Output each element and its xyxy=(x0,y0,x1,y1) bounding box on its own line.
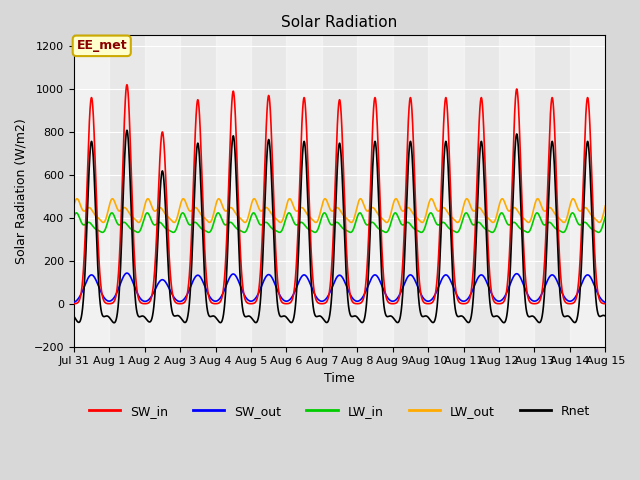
LW_in xyxy=(459,218,467,224)
LW_out xyxy=(573,202,580,208)
LW_out xyxy=(251,196,259,202)
LW_out xyxy=(241,219,249,225)
SW_out xyxy=(251,297,259,302)
SW_out xyxy=(579,277,587,283)
LW_in xyxy=(214,210,222,216)
LW_out xyxy=(459,208,467,214)
LW_out xyxy=(474,205,481,211)
Title: Solar Radiation: Solar Radiation xyxy=(282,15,397,30)
Legend: SW_in, SW_out, LW_in, LW_out, Rnet: SW_in, SW_out, LW_in, LW_out, Rnet xyxy=(84,400,595,423)
Text: EE_met: EE_met xyxy=(76,39,127,52)
LW_out xyxy=(321,196,329,202)
X-axis label: Time: Time xyxy=(324,372,355,385)
Line: LW_out: LW_out xyxy=(74,199,605,222)
LW_in xyxy=(170,229,177,235)
LW_out xyxy=(579,206,587,212)
Bar xyxy=(570,36,605,347)
Rnet xyxy=(110,320,118,325)
LW_in xyxy=(573,217,580,223)
SW_in xyxy=(70,301,77,307)
Rnet xyxy=(474,204,481,209)
LW_in xyxy=(251,211,259,216)
SW_out xyxy=(474,276,481,282)
Line: Rnet: Rnet xyxy=(74,130,605,323)
SW_in xyxy=(251,300,259,306)
Line: LW_in: LW_in xyxy=(74,213,605,232)
Bar xyxy=(286,36,322,347)
Rnet xyxy=(602,313,609,319)
Line: SW_in: SW_in xyxy=(74,85,605,304)
Rnet xyxy=(322,319,330,325)
Rnet xyxy=(70,313,77,319)
Bar xyxy=(499,36,534,347)
LW_in xyxy=(322,211,330,216)
SW_in xyxy=(123,82,131,88)
SW_out xyxy=(321,297,329,302)
SW_in xyxy=(458,301,466,307)
Bar xyxy=(357,36,393,347)
SW_out xyxy=(573,292,580,298)
SW_out xyxy=(602,300,609,305)
Bar xyxy=(428,36,463,347)
Bar xyxy=(216,36,251,347)
LW_out xyxy=(70,203,77,209)
SW_in xyxy=(474,167,481,172)
Line: SW_out: SW_out xyxy=(74,273,605,302)
SW_out xyxy=(123,270,131,276)
SW_in xyxy=(579,185,587,191)
SW_in xyxy=(573,294,580,300)
Y-axis label: Solar Radiation (W/m2): Solar Radiation (W/m2) xyxy=(15,118,28,264)
LW_out xyxy=(602,203,609,209)
SW_in xyxy=(602,301,609,307)
Rnet xyxy=(459,313,467,319)
LW_in xyxy=(579,220,587,226)
Rnet xyxy=(579,221,587,227)
Rnet xyxy=(251,319,259,325)
Rnet xyxy=(123,127,131,133)
LW_out xyxy=(356,196,364,202)
LW_in xyxy=(474,220,481,226)
SW_in xyxy=(321,300,329,306)
SW_out xyxy=(70,300,77,305)
SW_out xyxy=(458,298,466,304)
LW_in xyxy=(70,214,77,220)
Rnet xyxy=(573,318,580,324)
Bar xyxy=(74,36,109,347)
LW_in xyxy=(602,214,609,220)
Bar xyxy=(145,36,180,347)
